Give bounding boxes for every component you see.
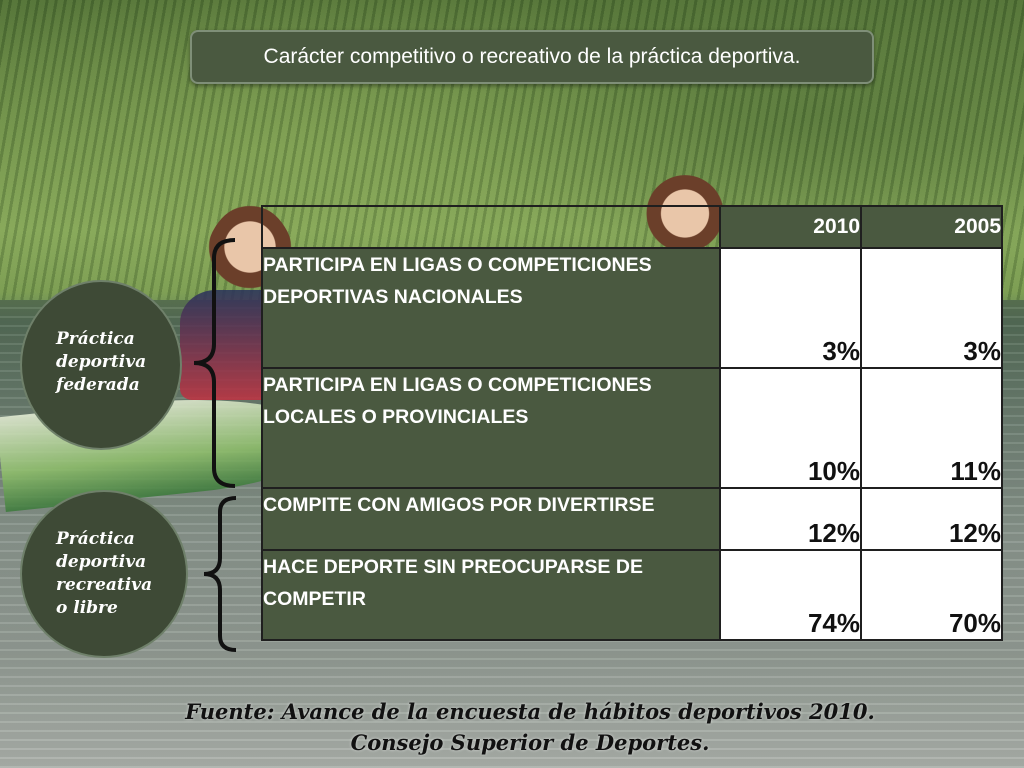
value-2010: 12%: [719, 487, 862, 551]
header-year-2005: 2005: [860, 205, 1003, 249]
brace-federada-icon: [193, 238, 236, 488]
row-label: COMPITE CON AMIGOS POR DIVERTIRSE: [261, 487, 721, 551]
group-label-line: federada: [56, 375, 140, 395]
group-label-line: Práctica: [56, 329, 135, 349]
value-2005: 12%: [860, 487, 1003, 551]
group-circle-federada: Práctica deportiva federada: [20, 280, 182, 450]
value-2005: 3%: [860, 247, 1003, 369]
row-label: PARTICIPA EN LIGAS O COMPETICIONES LOCAL…: [261, 367, 721, 489]
source-caption: Fuente: Avance de la encuesta de hábitos…: [150, 696, 910, 758]
row-label: HACE DEPORTE SIN PREOCUPARSE DE COMPETIR: [261, 549, 721, 641]
table-row: COMPITE CON AMIGOS POR DIVERTIRSE 12% 12…: [261, 487, 1003, 551]
value-2005: 11%: [860, 367, 1003, 489]
group-label-line: recreativa: [56, 575, 153, 595]
table-row: PARTICIPA EN LIGAS O COMPETICIONES LOCAL…: [261, 367, 1003, 489]
data-table: 2010 2005 PARTICIPA EN LIGAS O COMPETICI…: [261, 205, 1003, 641]
row-label: PARTICIPA EN LIGAS O COMPETICIONES DEPOR…: [261, 247, 721, 369]
brace-recreativa-icon: [203, 496, 237, 652]
value-2010: 3%: [719, 247, 862, 369]
source-line-1: Fuente: Avance de la encuesta de hábitos…: [185, 699, 875, 724]
table-row: HACE DEPORTE SIN PREOCUPARSE DE COMPETIR…: [261, 549, 1003, 641]
value-2005: 70%: [860, 549, 1003, 641]
source-line-2: Consejo Superior de Deportes.: [350, 730, 710, 755]
table-header-row: 2010 2005: [261, 205, 1003, 249]
slide-title: Carácter competitivo o recreativo de la …: [190, 30, 874, 84]
group-circle-recreativa: Práctica deportiva recreativa o libre: [20, 490, 188, 658]
value-2010: 74%: [719, 549, 862, 641]
group-label-line: deportiva: [56, 352, 147, 372]
header-year-2010: 2010: [719, 205, 862, 249]
table-row: PARTICIPA EN LIGAS O COMPETICIONES DEPOR…: [261, 247, 1003, 369]
group-label-line: deportiva: [56, 552, 147, 572]
value-2010: 10%: [719, 367, 862, 489]
header-blank-cell: [261, 205, 721, 249]
group-label-line: o libre: [56, 598, 118, 618]
group-label-line: Práctica: [56, 529, 135, 549]
